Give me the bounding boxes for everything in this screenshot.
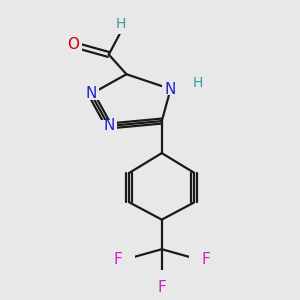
Text: F: F xyxy=(158,280,166,295)
Text: N: N xyxy=(165,82,176,97)
FancyBboxPatch shape xyxy=(100,120,117,132)
FancyBboxPatch shape xyxy=(113,20,128,34)
FancyBboxPatch shape xyxy=(154,270,170,282)
FancyBboxPatch shape xyxy=(83,88,99,100)
Text: F: F xyxy=(202,252,210,267)
Text: H: H xyxy=(116,17,126,31)
Text: H: H xyxy=(193,76,203,90)
FancyBboxPatch shape xyxy=(162,83,179,95)
Text: F: F xyxy=(113,252,122,267)
Text: N: N xyxy=(85,86,97,101)
Text: O: O xyxy=(68,37,80,52)
FancyBboxPatch shape xyxy=(118,253,135,265)
FancyBboxPatch shape xyxy=(189,253,206,265)
Text: N: N xyxy=(103,118,115,134)
FancyBboxPatch shape xyxy=(65,39,82,51)
